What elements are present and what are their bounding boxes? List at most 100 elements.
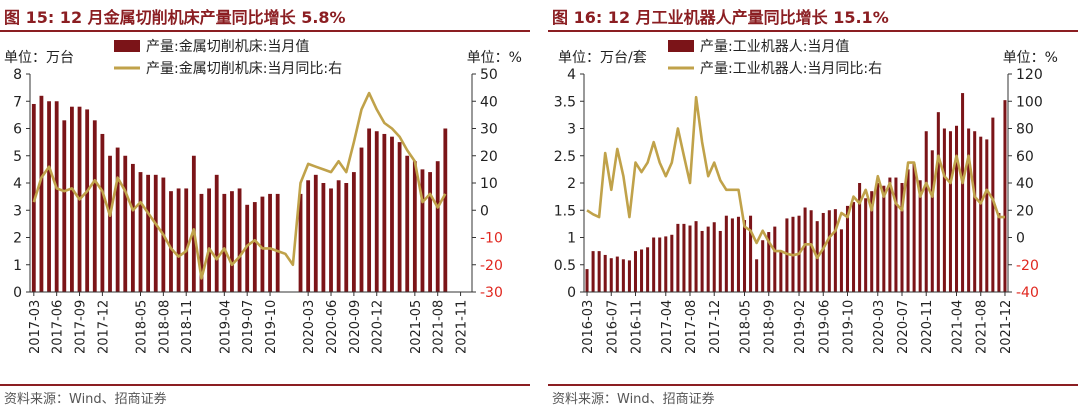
y-left-tick-label: 1 bbox=[567, 231, 576, 247]
y-left-tick-label: 2.5 bbox=[554, 149, 576, 165]
bar-mark bbox=[603, 254, 607, 292]
x-tick-label: 2016-03 bbox=[581, 300, 596, 354]
bar-mark bbox=[718, 230, 722, 292]
y-left-tick-label: 3 bbox=[13, 203, 22, 219]
bar-mark bbox=[743, 220, 747, 292]
x-tick-label: 2019-10 bbox=[841, 300, 856, 354]
bar-mark bbox=[749, 215, 753, 292]
y-left-unit-label: 单位：万台/套 bbox=[558, 50, 647, 66]
bar-mark bbox=[146, 174, 151, 292]
y-right-tick-label: 80 bbox=[1016, 122, 1034, 138]
bar-mark bbox=[688, 225, 692, 292]
bar-mark bbox=[918, 180, 922, 292]
bar-mark bbox=[882, 185, 886, 292]
y-right-tick-label: 20 bbox=[1016, 203, 1034, 219]
bar-mark bbox=[62, 120, 67, 292]
bar-mark bbox=[275, 193, 280, 292]
bar-mark bbox=[390, 136, 394, 292]
y-left-tick-label: 8 bbox=[13, 67, 22, 83]
bar-mark bbox=[336, 180, 341, 292]
y-left-tick-label: 1.5 bbox=[554, 203, 576, 219]
bar-mark bbox=[664, 236, 668, 292]
source-note: 资料来源：Wind、招商证券 bbox=[552, 392, 715, 407]
bar-mark bbox=[268, 193, 272, 292]
bar-mark bbox=[979, 136, 983, 292]
chart-panel-industrial-robots: 图 16: 12 月工业机器人产量同比增长 15.1% 单位：万台/套 单位：% 0… bbox=[548, 0, 1078, 410]
bar-mark bbox=[870, 191, 874, 292]
bar-mark bbox=[827, 210, 831, 292]
x-tick-label: 2021-08 bbox=[432, 300, 447, 354]
bar-mark bbox=[591, 251, 595, 292]
bar-mark bbox=[997, 212, 1001, 292]
x-tick-label: 2020-03 bbox=[872, 300, 887, 354]
bar-mark bbox=[621, 259, 625, 292]
bar-mark bbox=[736, 216, 740, 292]
bar-mark bbox=[670, 234, 674, 292]
bar-mark bbox=[991, 117, 995, 292]
x-tick-label: 2019-06 bbox=[817, 300, 832, 354]
bar-mark bbox=[39, 95, 44, 292]
x-tick-label: 2017-12 bbox=[708, 300, 723, 354]
y-right-tick-label: 0 bbox=[480, 203, 489, 219]
bar-mark bbox=[70, 106, 74, 292]
x-tick-label: 2018-05 bbox=[135, 300, 150, 354]
chart-title: 图 15: 12 月金属切削机床产量同比增长 5.8% bbox=[4, 8, 346, 27]
bar-mark bbox=[876, 183, 880, 292]
legend-swatch-bar bbox=[114, 40, 140, 52]
bar-mark bbox=[428, 172, 432, 292]
x-tick-label: 2020-12 bbox=[371, 300, 386, 354]
x-tick-label: 2018-09 bbox=[763, 300, 778, 354]
x-tick-label: 2020-09 bbox=[348, 300, 363, 354]
y-right-unit-label: 单位：% bbox=[1003, 50, 1058, 66]
y-left-tick-label: 4 bbox=[13, 176, 22, 192]
bar-mark bbox=[724, 215, 728, 292]
bar-mark bbox=[585, 269, 589, 292]
bar-mark bbox=[924, 131, 928, 292]
bar-mark bbox=[412, 161, 417, 292]
legend-label-line: 产量:金属切削机床:当月同比:右 bbox=[146, 61, 342, 77]
y-right-tick-label: -20 bbox=[480, 258, 503, 274]
x-tick-label: 2021-04 bbox=[951, 300, 966, 354]
x-tick-label: 2021-08 bbox=[975, 300, 990, 354]
y-left-tick-label: 4 bbox=[567, 67, 576, 83]
y-left-tick-label: 3.5 bbox=[554, 94, 576, 110]
bar-mark bbox=[54, 101, 59, 292]
bar-mark bbox=[985, 139, 989, 292]
bar-mark bbox=[138, 172, 143, 292]
bar-mark bbox=[936, 112, 940, 293]
bar-mark bbox=[351, 172, 356, 292]
bar-mark bbox=[833, 209, 837, 292]
x-tick-label: 2017-06 bbox=[51, 300, 66, 354]
bar-mark bbox=[1003, 100, 1007, 292]
bar-mark bbox=[420, 169, 425, 292]
y-right-tick-label: -10 bbox=[480, 231, 503, 247]
y-left-tick-label: 2 bbox=[13, 231, 22, 247]
bar-mark bbox=[961, 93, 965, 292]
y-left-tick-label: 0.5 bbox=[554, 258, 576, 274]
y-right-tick-label: -30 bbox=[480, 285, 503, 301]
bar-mark bbox=[973, 131, 977, 292]
chart-panel-machine-tools: 图 15: 12 月金属切削机床产量同比增长 5.8% 单位：万台 单位：% 0 1 2… bbox=[0, 0, 530, 410]
y-right-tick-label: 50 bbox=[480, 67, 498, 83]
bar-mark bbox=[712, 222, 716, 292]
x-tick-label: 2021-05 bbox=[409, 300, 424, 354]
x-tick-label: 2020-06 bbox=[325, 300, 340, 354]
bar-mark bbox=[313, 174, 318, 292]
bar-mark bbox=[852, 202, 856, 292]
bar-mark bbox=[199, 193, 204, 292]
bar-mark bbox=[694, 221, 698, 292]
legend-swatch-bar bbox=[668, 40, 694, 52]
bar-mark bbox=[839, 229, 843, 292]
bar-mark bbox=[864, 198, 868, 292]
y-right-tick-label: 20 bbox=[480, 149, 498, 165]
x-tick-label: 2019-02 bbox=[793, 300, 808, 354]
bar-mark bbox=[207, 188, 211, 292]
bar-mark bbox=[773, 226, 777, 292]
bar-mark bbox=[359, 147, 364, 292]
bar-mark bbox=[374, 131, 379, 292]
bar-mark bbox=[184, 188, 189, 292]
bar-mark bbox=[191, 155, 196, 292]
y-left-tick-label: 0 bbox=[567, 285, 576, 301]
y-right-unit-label: 单位：% bbox=[467, 50, 522, 66]
y-left-tick-label: 2 bbox=[567, 176, 576, 192]
